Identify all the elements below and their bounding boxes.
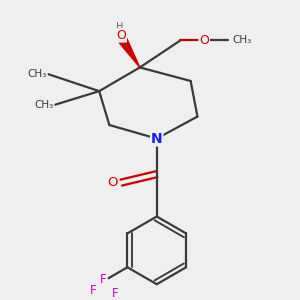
Text: H: H bbox=[116, 22, 123, 32]
Text: O: O bbox=[199, 34, 209, 47]
Text: CH₃: CH₃ bbox=[232, 35, 251, 45]
Text: N: N bbox=[151, 132, 163, 145]
Text: CH₃: CH₃ bbox=[34, 100, 53, 110]
Text: O: O bbox=[116, 29, 126, 42]
Text: F: F bbox=[90, 284, 97, 297]
Text: O: O bbox=[107, 176, 118, 189]
Polygon shape bbox=[119, 38, 140, 68]
Text: F: F bbox=[112, 287, 119, 300]
Text: F: F bbox=[100, 274, 107, 286]
Text: CH₃: CH₃ bbox=[27, 69, 47, 79]
